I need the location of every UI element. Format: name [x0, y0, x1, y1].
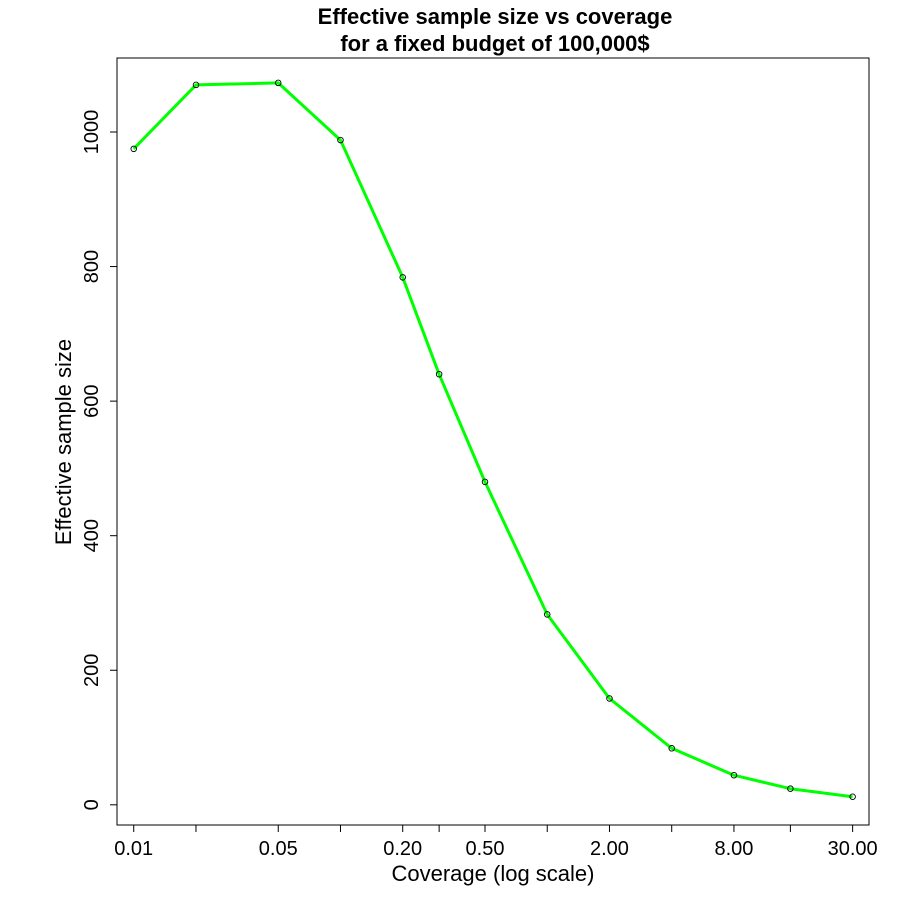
y-tick-label: 200: [81, 654, 103, 687]
data-point: [192, 81, 200, 89]
data-point: [668, 745, 675, 752]
data-point: [849, 793, 856, 800]
x-tick-label: 2.00: [590, 838, 629, 860]
y-axis: 0 200 400 600 800 1000: [81, 110, 118, 810]
x-tick-label: 30.00: [828, 838, 878, 860]
data-point: [606, 695, 613, 702]
data-point: [787, 785, 794, 792]
series-line: [132, 81, 853, 799]
y-tick-label: 1000: [81, 110, 103, 155]
y-tick-label: 400: [81, 519, 103, 552]
x-tick-label: 0.05: [259, 838, 298, 860]
data-point: [543, 611, 551, 618]
chart-subtitle: for a fixed budget of 100,000$: [340, 31, 649, 56]
chart-title: Effective sample size vs coverage: [318, 4, 673, 29]
data-point: [399, 274, 406, 281]
data-point: [730, 771, 738, 779]
data-point: [435, 370, 443, 378]
y-tick-label: 600: [81, 384, 103, 417]
x-tick-label: 0.50: [466, 838, 505, 860]
data-point: [130, 145, 137, 153]
series-layer: [130, 79, 856, 800]
data-point: [337, 136, 344, 144]
x-tick-label: 8.00: [714, 838, 753, 860]
x-axis: 0.01 0.05 0.20 0.50 2.00 8.00 30.00: [114, 824, 878, 860]
y-tick-label: 0: [81, 799, 103, 810]
plot-frame: [116, 57, 870, 826]
x-axis-label: Coverage (log scale): [392, 861, 595, 886]
data-point: [274, 79, 282, 87]
x-tick-label: 0.01: [114, 838, 153, 860]
x-tick-label: 0.20: [383, 838, 422, 860]
data-point: [481, 478, 489, 486]
y-tick-label: 800: [81, 250, 103, 283]
y-axis-label: Effective sample size: [51, 339, 76, 545]
